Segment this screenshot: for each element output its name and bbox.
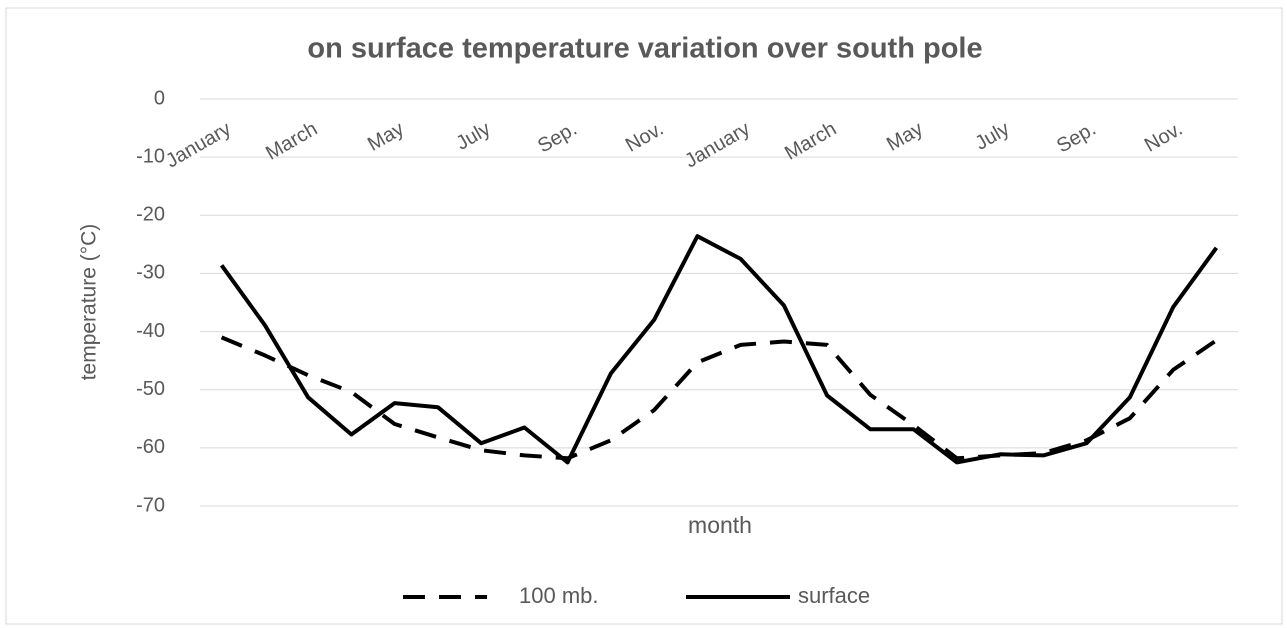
chart-frame — [5, 7, 1283, 625]
y-tick-label: -50 — [136, 378, 165, 400]
y-tick-label: 0 — [154, 87, 165, 109]
y-tick-label: -20 — [136, 204, 165, 226]
legend-label: surface — [798, 583, 870, 608]
y-tick-label: -30 — [136, 262, 165, 284]
series-line — [219, 234, 1219, 465]
legend-label: 100 mb. — [519, 583, 599, 608]
series-line — [220, 335, 1218, 461]
y-tick-label: -70 — [136, 494, 165, 516]
y-tick-label: -40 — [136, 320, 165, 342]
y-tick-label: -60 — [136, 436, 165, 458]
y-axis-label: temperature (°C) — [78, 224, 101, 381]
chart-title: on surface temperature variation over so… — [307, 33, 982, 65]
y-tick-label: -10 — [136, 145, 165, 167]
x-axis-label: month — [688, 512, 752, 538]
